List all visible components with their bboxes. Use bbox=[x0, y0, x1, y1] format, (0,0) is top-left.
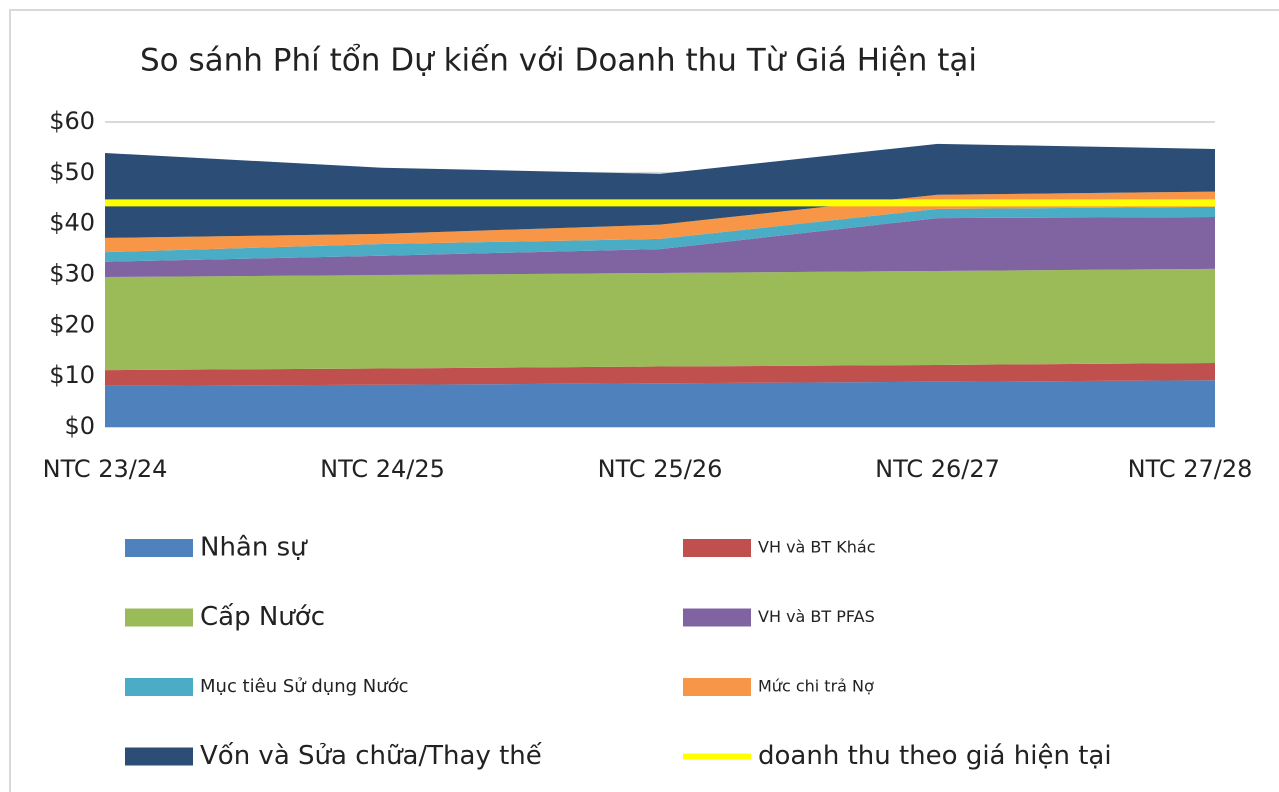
legend-label: Vốn và Sửa chữa/Thay thế bbox=[200, 741, 542, 771]
legend-swatch bbox=[683, 753, 751, 760]
x-tick-label: NTC 23/24 bbox=[43, 455, 168, 483]
legend-label: Mục tiêu Sử dụng Nước bbox=[200, 676, 409, 697]
x-tick-label: NTC 26/27 bbox=[875, 455, 1000, 483]
legend-label: VH và BT Khác bbox=[758, 538, 876, 557]
legend-swatch bbox=[683, 608, 751, 627]
area bbox=[105, 206, 1215, 262]
legend-label: doanh thu theo giá hiện tại bbox=[758, 741, 1112, 771]
x-tick-label: NTC 27/28 bbox=[1128, 455, 1253, 483]
chart-title: So sánh Phí tổn Dự kiến với Doanh thu Từ… bbox=[140, 43, 977, 79]
y-tick-label: $30 bbox=[49, 260, 95, 288]
y-tick-label: $0 bbox=[64, 412, 95, 440]
legend-label: Mức chi trả Nợ bbox=[758, 677, 874, 696]
x-tick-label: NTC 25/26 bbox=[598, 455, 723, 483]
area bbox=[105, 380, 1215, 427]
legend-swatch bbox=[125, 678, 193, 696]
area bbox=[105, 362, 1215, 386]
area bbox=[105, 191, 1215, 253]
area bbox=[105, 143, 1215, 238]
y-tick-label: $50 bbox=[49, 158, 95, 186]
legend-label: VH và BT PFAS bbox=[758, 607, 875, 626]
y-tick-label: $40 bbox=[49, 209, 95, 237]
y-tick-label: $10 bbox=[49, 361, 95, 389]
legend-swatch bbox=[125, 747, 193, 766]
y-tick-label: $60 bbox=[49, 107, 95, 135]
legend-label: Cấp Nước bbox=[200, 602, 325, 632]
legend-swatch bbox=[683, 539, 751, 557]
legend-label: Nhân sự bbox=[200, 533, 308, 563]
legend-swatch bbox=[125, 539, 193, 557]
y-tick-label: $20 bbox=[49, 310, 95, 338]
area bbox=[105, 268, 1215, 371]
x-tick-label: NTC 24/25 bbox=[320, 455, 445, 483]
legend-swatch bbox=[125, 608, 193, 627]
legend-swatch bbox=[683, 678, 751, 696]
area bbox=[105, 217, 1215, 278]
